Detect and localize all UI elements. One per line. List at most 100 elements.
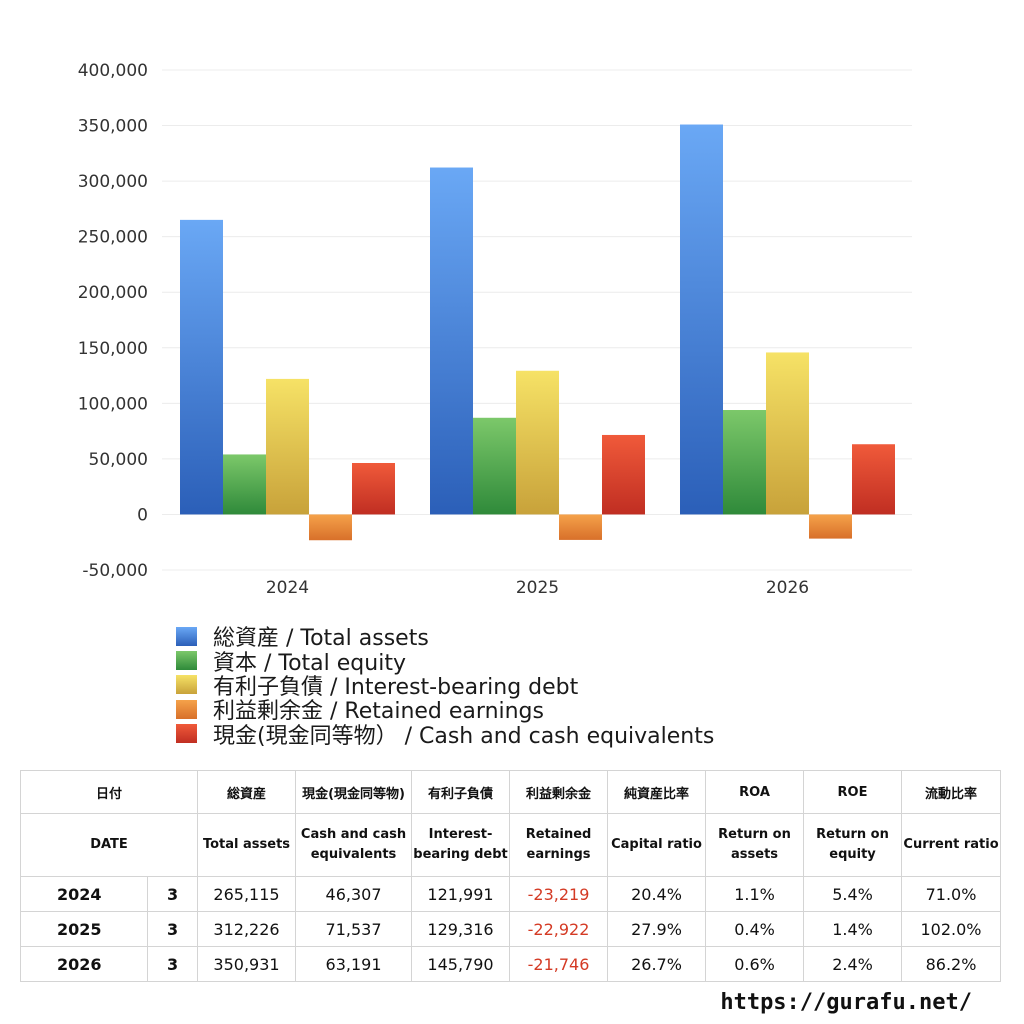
y-axis-tick-labels: 400,000 350,000 300,000 250,000 200,000 150,0… bbox=[78, 61, 148, 581]
retained-earnings-cell: -23,219 bbox=[509, 876, 609, 912]
header-cell: Cash and cash equivalents bbox=[295, 813, 413, 877]
legend-swatch bbox=[176, 675, 197, 695]
financial-table: 日付 総資産 現金(現金同等物) 有利子負債 利益剰余金 純資産比率 ROA R… bbox=[19, 770, 1002, 982]
bar bbox=[473, 417, 516, 515]
debt-cell: 145,790 bbox=[411, 946, 511, 982]
header-cell: 流動比率 bbox=[901, 770, 1002, 814]
cash-cell: 71,537 bbox=[295, 911, 413, 947]
legend-item: 利益剰余金 / Retained earnings bbox=[176, 697, 714, 724]
site-url: https://gurafu.net/ bbox=[720, 990, 972, 1015]
retained-earnings-cell: -22,922 bbox=[509, 911, 609, 947]
legend-label: 有利子負債 / Interest-bearing debt bbox=[213, 674, 579, 700]
capital-ratio-cell: 20.4% bbox=[607, 876, 707, 912]
bar bbox=[723, 410, 766, 515]
table-row: 2026 3 350,931 63,191 145,790 -21,746 26… bbox=[20, 946, 1002, 982]
header-cell: Capital ratio bbox=[607, 813, 707, 877]
legend-item: 総資産 / Total assets bbox=[176, 624, 714, 651]
bar bbox=[809, 514, 852, 539]
legend-label: 資本 / Total equity bbox=[213, 650, 406, 676]
bar bbox=[516, 370, 559, 515]
header-cell: 日付 bbox=[19, 770, 199, 814]
header-cell: Current ratio bbox=[901, 813, 1002, 877]
header-cell: ROE bbox=[803, 770, 903, 814]
y-tick-label: 250,000 bbox=[78, 228, 148, 248]
month-cell: 3 bbox=[146, 876, 199, 912]
bar-chart: 400,000 350,000 300,000 250,000 200,000 150,0… bbox=[78, 61, 912, 598]
header-cell: Retained earnings bbox=[509, 813, 609, 877]
y-tick-label: 350,000 bbox=[78, 117, 148, 137]
total-assets-cell: 265,115 bbox=[197, 876, 297, 912]
y-tick-label: 200,000 bbox=[78, 283, 148, 303]
roe-cell: 2.4% bbox=[803, 946, 903, 982]
table-header-en: DATE Total assets Cash and cash equivale… bbox=[19, 813, 1002, 877]
month-cell: 3 bbox=[146, 946, 199, 982]
total-assets-cell: 350,931 bbox=[197, 946, 297, 982]
table-row: 2025 3 312,226 71,537 129,316 -22,922 27… bbox=[20, 911, 1002, 947]
roa-cell: 1.1% bbox=[705, 876, 805, 912]
table-header-ja: 日付 総資産 現金(現金同等物) 有利子負債 利益剰余金 純資産比率 ROA R… bbox=[19, 770, 1002, 814]
y-tick-label: 150,000 bbox=[78, 339, 148, 359]
debt-cell: 129,316 bbox=[411, 911, 511, 947]
bar bbox=[430, 167, 473, 515]
legend-item: 有利子負債 / Interest-bearing debt bbox=[176, 673, 714, 700]
year-cell: 2026 bbox=[20, 946, 148, 982]
y-tick-label: 0 bbox=[137, 505, 148, 525]
header-cell: ROA bbox=[705, 770, 805, 814]
bar bbox=[559, 514, 602, 540]
x-tick-label: 2025 bbox=[516, 578, 559, 598]
table-row: 2024 3 265,115 46,307 121,991 -23,219 20… bbox=[20, 876, 1002, 912]
roa-cell: 0.6% bbox=[705, 946, 805, 982]
legend-label: 利益剰余金 / Retained earnings bbox=[213, 699, 544, 725]
header-cell: 総資産 bbox=[197, 770, 297, 814]
month-cell: 3 bbox=[146, 911, 199, 947]
legend-swatch bbox=[176, 651, 197, 671]
current-ratio-cell: 71.0% bbox=[901, 876, 1002, 912]
legend-swatch bbox=[176, 626, 197, 646]
header-cell: Interest-bearing debt bbox=[411, 813, 511, 877]
legend: 総資産 / Total assets 資本 / Total equity 有利子… bbox=[176, 624, 714, 749]
header-cell: 利益剰余金 bbox=[509, 770, 609, 814]
bar bbox=[180, 219, 223, 515]
header-cell: Return on equity bbox=[803, 813, 903, 877]
roe-cell: 5.4% bbox=[803, 876, 903, 912]
y-tick-label: 300,000 bbox=[78, 172, 148, 192]
bar bbox=[352, 462, 395, 515]
year-cell: 2024 bbox=[20, 876, 148, 912]
total-assets-cell: 312,226 bbox=[197, 911, 297, 947]
legend-label: 総資産 / Total assets bbox=[213, 626, 429, 652]
y-tick-label: 50,000 bbox=[89, 450, 148, 470]
x-tick-label: 2026 bbox=[766, 578, 809, 598]
x-tick-label: 2024 bbox=[266, 578, 309, 598]
header-cell: DATE bbox=[19, 813, 199, 877]
bar bbox=[602, 434, 645, 515]
capital-ratio-cell: 27.9% bbox=[607, 911, 707, 947]
roe-cell: 1.4% bbox=[803, 911, 903, 947]
header-cell: 現金(現金同等物) bbox=[295, 770, 413, 814]
bar bbox=[266, 378, 309, 515]
header-cell: 純資産比率 bbox=[607, 770, 707, 814]
bars bbox=[180, 124, 895, 541]
y-tick-label: -50,000 bbox=[82, 561, 148, 581]
bar bbox=[680, 124, 723, 515]
bar bbox=[223, 454, 266, 515]
header-cell: Total assets bbox=[197, 813, 297, 877]
current-ratio-cell: 102.0% bbox=[901, 911, 1002, 947]
current-ratio-cell: 86.2% bbox=[901, 946, 1002, 982]
cash-cell: 63,191 bbox=[295, 946, 413, 982]
header-cell: Return on assets bbox=[705, 813, 805, 877]
bar bbox=[766, 352, 809, 515]
year-cell: 2025 bbox=[20, 911, 148, 947]
debt-cell: 121,991 bbox=[411, 876, 511, 912]
roa-cell: 0.4% bbox=[705, 911, 805, 947]
x-axis-tick-labels: 2024 2025 2026 bbox=[266, 578, 809, 598]
bar bbox=[852, 444, 895, 515]
legend-item: 現金(現金同等物） / Cash and cash equivalents bbox=[176, 722, 714, 749]
header-cell: 有利子負債 bbox=[411, 770, 511, 814]
y-tick-label: 100,000 bbox=[78, 394, 148, 414]
legend-label: 現金(現金同等物） / Cash and cash equivalents bbox=[213, 723, 715, 749]
retained-earnings-cell: -21,746 bbox=[509, 946, 609, 982]
y-tick-label: 400,000 bbox=[78, 61, 148, 81]
legend-swatch bbox=[176, 724, 197, 744]
cash-cell: 46,307 bbox=[295, 876, 413, 912]
bar bbox=[309, 514, 352, 541]
